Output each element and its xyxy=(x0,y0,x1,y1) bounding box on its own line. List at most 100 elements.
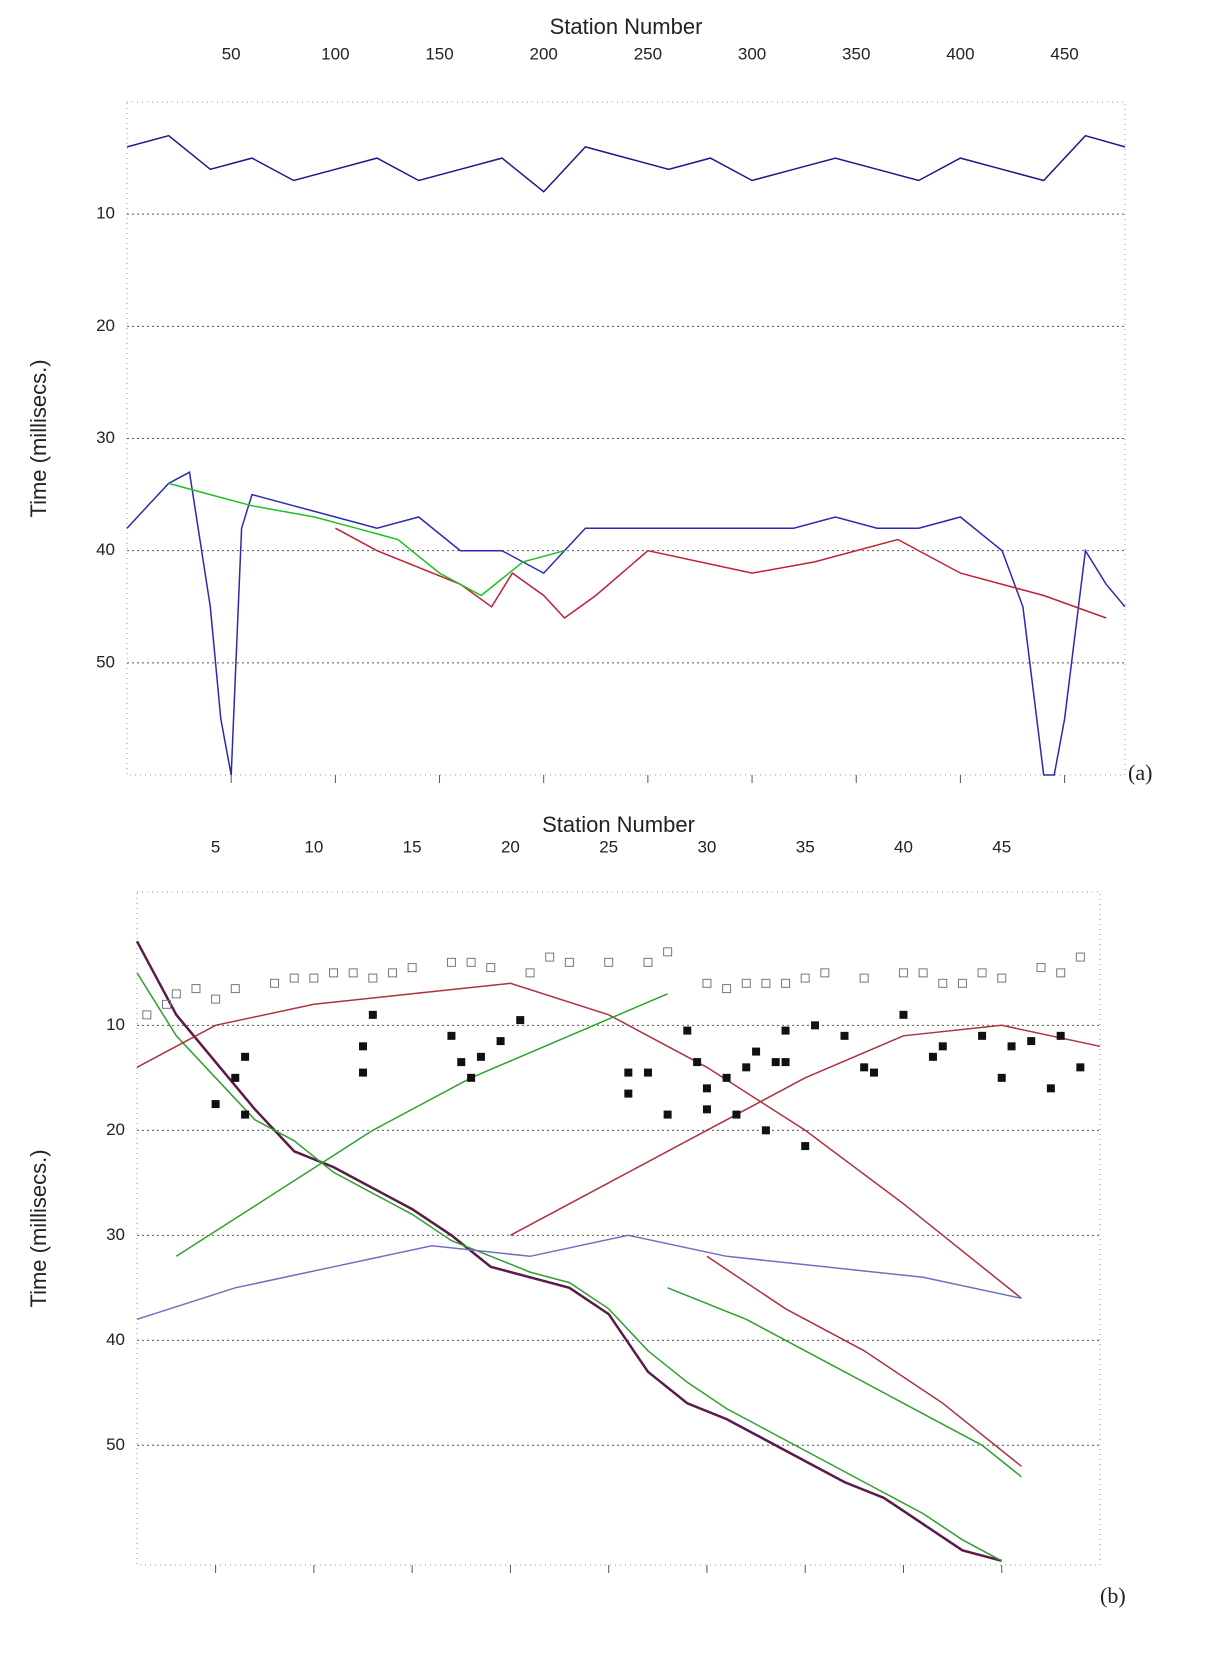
pick-square xyxy=(1056,968,1066,978)
pick-square xyxy=(722,984,732,994)
pick-square xyxy=(545,952,555,962)
trace-line xyxy=(510,1024,1101,1236)
trace-line xyxy=(175,993,668,1257)
pick-square xyxy=(407,963,417,973)
x-tick-label: 450 xyxy=(1050,44,1078,63)
y-tick-label: 40 xyxy=(106,1330,125,1349)
pick-dot xyxy=(663,1110,672,1119)
pick-square xyxy=(348,968,358,978)
pick-square xyxy=(957,978,967,988)
pick-dot xyxy=(457,1058,466,1067)
pick-square xyxy=(977,968,987,978)
panel-label: (b) xyxy=(1100,1583,1126,1608)
x-tick-label: 25 xyxy=(599,837,618,856)
pick-dot xyxy=(368,1010,377,1019)
pick-dot xyxy=(801,1142,810,1151)
pick-dot xyxy=(476,1052,485,1061)
pick-dot xyxy=(516,1016,525,1025)
panel-label: (a) xyxy=(1128,760,1152,785)
chart-title: Station Number xyxy=(550,14,703,39)
pick-square xyxy=(329,968,339,978)
x-tick-label: 45 xyxy=(992,837,1011,856)
pick-square xyxy=(270,978,280,988)
y-tick-label: 20 xyxy=(96,316,115,335)
pick-dot xyxy=(1056,1031,1065,1040)
x-tick-label: 5 xyxy=(211,837,220,856)
y-axis-label: Time (millisecs.) xyxy=(26,359,51,517)
pick-square xyxy=(387,968,397,978)
pick-dot xyxy=(899,1010,908,1019)
y-tick-label: 20 xyxy=(106,1120,125,1139)
y-axis-label: Time (millisecs.) xyxy=(26,1149,51,1307)
pick-dot xyxy=(869,1068,878,1077)
pick-square xyxy=(191,984,201,994)
x-tick-label: 10 xyxy=(304,837,323,856)
pick-square xyxy=(741,978,751,988)
pick-square xyxy=(211,994,221,1004)
pick-square xyxy=(525,968,535,978)
x-tick-label: 400 xyxy=(946,44,974,63)
pick-dot xyxy=(1007,1042,1016,1051)
trace-line xyxy=(126,471,1126,776)
pick-square xyxy=(1036,963,1046,973)
pick-dot xyxy=(447,1031,456,1040)
plot-frame xyxy=(136,891,1101,1566)
pick-dot xyxy=(781,1026,790,1035)
y-tick-label: 50 xyxy=(96,652,115,671)
pick-dot xyxy=(997,1073,1006,1082)
pick-dot xyxy=(978,1031,987,1040)
pick-square xyxy=(604,957,614,967)
pick-square xyxy=(142,1010,152,1020)
pick-square xyxy=(1075,952,1085,962)
pick-dot xyxy=(761,1126,770,1135)
trace-line xyxy=(335,527,1107,619)
pick-dot xyxy=(781,1058,790,1067)
pick-dot xyxy=(241,1110,250,1119)
pick-dot xyxy=(693,1058,702,1067)
pick-dot xyxy=(211,1100,220,1109)
pick-square xyxy=(918,968,928,978)
pick-square xyxy=(997,973,1007,983)
x-tick-label: 350 xyxy=(842,44,870,63)
x-tick-label: 100 xyxy=(321,44,349,63)
trace-line xyxy=(126,134,1126,193)
trace-line xyxy=(136,982,1022,1299)
trace-line xyxy=(168,482,565,597)
pick-square xyxy=(161,999,171,1009)
pick-square xyxy=(446,957,456,967)
pick-square xyxy=(486,963,496,973)
pick-square xyxy=(938,978,948,988)
pick-dot xyxy=(359,1068,368,1077)
x-tick-label: 50 xyxy=(222,44,241,63)
pick-dot xyxy=(742,1063,751,1072)
y-tick-label: 10 xyxy=(106,1015,125,1034)
pick-dot xyxy=(702,1105,711,1114)
pick-square xyxy=(663,947,673,957)
pick-square xyxy=(820,968,830,978)
pick-square xyxy=(564,957,574,967)
y-tick-label: 30 xyxy=(96,428,115,447)
pick-dot xyxy=(643,1068,652,1077)
pick-square xyxy=(643,957,653,967)
x-tick-label: 300 xyxy=(738,44,766,63)
pick-square xyxy=(309,973,319,983)
pick-dot xyxy=(1027,1037,1036,1046)
pick-dot xyxy=(702,1084,711,1093)
trace-line xyxy=(667,1287,1022,1478)
pick-dot xyxy=(467,1073,476,1082)
pick-square xyxy=(859,973,869,983)
pick-square xyxy=(800,973,810,983)
pick-dot xyxy=(241,1052,250,1061)
x-tick-label: 20 xyxy=(501,837,520,856)
pick-dot xyxy=(231,1073,240,1082)
x-tick-label: 40 xyxy=(894,837,913,856)
pick-dot xyxy=(1076,1063,1085,1072)
pick-dot xyxy=(732,1110,741,1119)
trace-line xyxy=(706,1255,1022,1467)
pick-dot xyxy=(624,1068,633,1077)
pick-square xyxy=(781,978,791,988)
pick-dot xyxy=(771,1058,780,1067)
pick-dot xyxy=(938,1042,947,1051)
trace-line xyxy=(136,972,1003,1562)
